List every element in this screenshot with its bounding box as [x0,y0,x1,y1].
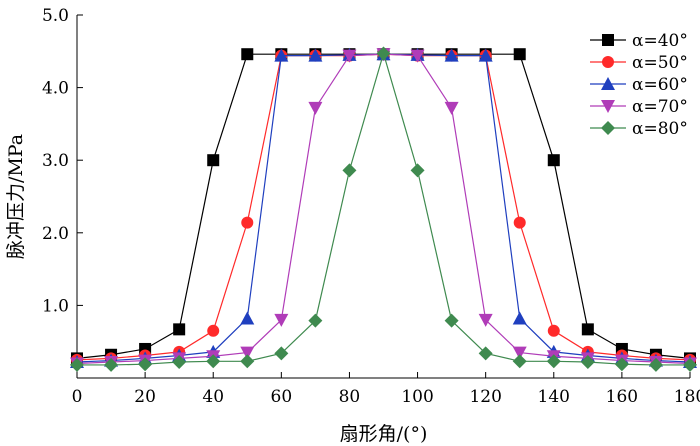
x-tick-label: 80 [339,387,361,407]
data-point [546,354,561,369]
legend-marker [601,77,615,90]
data-point [512,311,527,325]
data-point [138,357,153,372]
data-point [173,323,186,336]
x-tick-label: 100 [401,387,433,407]
x-axis-title: 扇形角/(°) [340,423,428,445]
data-point [274,313,289,327]
data-point [207,154,220,167]
series-4 [70,48,697,371]
legend-label: α=50° [632,53,688,73]
data-point [547,154,560,167]
data-point [581,323,594,336]
legend-marker [602,56,614,68]
series-5 [70,46,697,372]
data-point [274,48,289,62]
legend-marker [602,34,614,46]
data-point [614,357,629,372]
data-point [547,324,560,337]
data-point [444,313,459,328]
series-line [76,53,691,361]
data-point [513,216,526,229]
legend-label: α=70° [632,97,688,117]
data-point [240,311,255,325]
y-tick-label: 4.0 [42,79,69,99]
series-line [76,53,691,365]
legend-label: α=60° [632,75,688,95]
x-tick-label: 0 [72,387,83,407]
data-point [207,324,220,337]
data-point [70,357,84,372]
x-tick-label: 20 [134,387,156,407]
axes [76,15,690,379]
series-2 [71,48,696,366]
data-point [274,346,289,361]
data-point [580,355,595,370]
ticks: 0 20 40 60 80 100 120 140 160 180 1.0 2.0 3.0 4.0 5.0 [42,6,700,407]
data-point [683,357,697,372]
data-point [410,49,425,63]
x-tick-label: 40 [202,387,224,407]
data-point [172,355,187,370]
x-tick-label: 60 [271,387,293,407]
data-point [104,357,119,372]
data-point [376,46,391,61]
data-point [240,346,255,360]
data-point [342,163,357,178]
legend-marker [601,100,615,113]
data-point [410,163,425,178]
data-point [478,313,493,327]
series-3 [70,47,697,369]
data-point [444,48,459,62]
series-line [76,53,691,359]
y-axis-title: 脉冲压力/MPa [5,134,27,259]
legend: α=40°α=50°α=60°α=70°α=80° [590,31,688,139]
y-tick-label: 1.0 [42,296,69,316]
data-point [241,48,254,61]
data-point [512,354,527,369]
data-point [648,357,663,372]
series-line [77,51,690,366]
data-point [512,346,527,360]
data-point [342,49,357,63]
data-point [241,216,254,229]
data-point [308,313,323,328]
data-point [444,101,459,115]
legend-marker [601,121,615,135]
data-point [308,101,323,115]
data-point [478,48,493,62]
y-tick-label: 3.0 [42,151,69,171]
y-tick-label: 2.0 [42,224,69,244]
x-tick-label: 120 [469,387,501,407]
x-tick-label: 180 [674,387,700,407]
y-tick-label: 5.0 [42,6,69,26]
x-tick-label: 140 [538,387,570,407]
data-point [206,354,221,369]
data-point [240,354,255,369]
legend-label: α=40° [632,31,688,51]
legend-label: α=80° [632,119,688,139]
series-1 [71,48,696,365]
series-group [70,46,697,372]
data-point [513,48,526,61]
data-point [478,346,493,361]
data-point [308,48,323,62]
series-line [76,53,691,363]
x-tick-label: 160 [606,387,638,407]
